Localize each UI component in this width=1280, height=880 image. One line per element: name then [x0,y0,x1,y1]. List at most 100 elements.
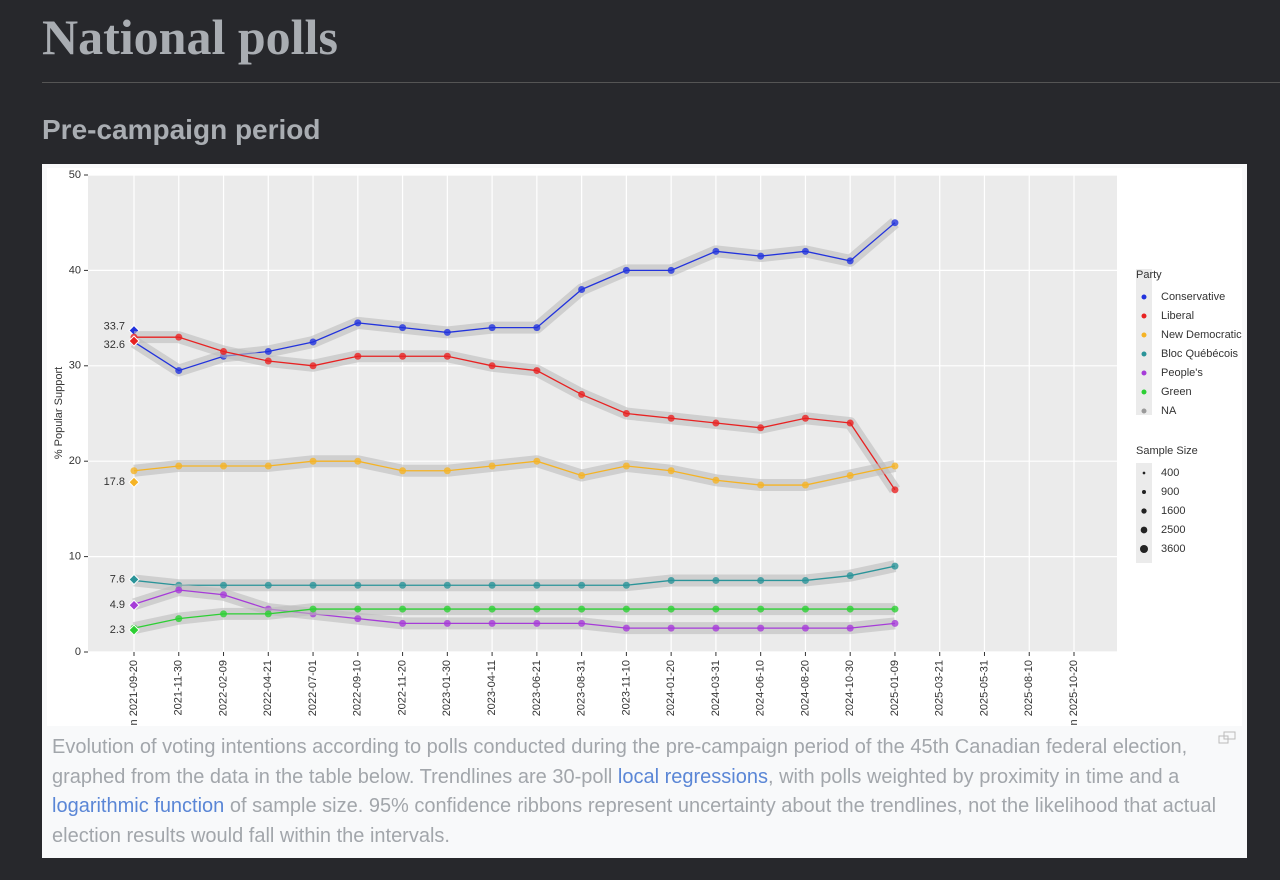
trend-point [354,352,362,360]
result-label: 4.9 [110,599,125,611]
trend-point [757,252,765,260]
trend-point [578,619,586,627]
x-tick-label: 2025-05-31 [978,660,990,716]
x-tick-label: 2024-03-31 [710,660,722,716]
link[interactable]: local regressions [617,765,768,788]
trend-point [488,605,496,613]
election-result [128,624,140,636]
trend-point [757,481,765,489]
trend-point [891,562,899,570]
caption: Evolution of voting intentions according… [52,733,1242,851]
size-key [1141,508,1147,514]
legend-label: Bloc Québécois [1161,348,1239,360]
trend-point [443,328,451,336]
size-label: 900 [1161,486,1179,498]
page-title: National polls [42,9,338,65]
x-tick-label: 2022-04-21 [262,660,274,716]
election-result [128,335,140,347]
trend-point [354,615,362,623]
trend-point [801,624,809,632]
trend-point [846,257,854,265]
legend-label: Conservative [1161,291,1225,303]
legend-key [1141,313,1147,319]
caption-text: Evolution of voting intentions according… [52,736,1188,788]
trend-point [399,324,407,332]
trend-point [712,576,720,584]
trend-point [309,362,317,370]
legend-key [1141,370,1147,376]
legend-title: Party [1136,269,1162,281]
x-tick-label: 2025-08-10 [1023,660,1035,716]
result-label: 33.7 [104,320,125,332]
trend-point [578,581,586,589]
trend-point [488,581,496,589]
trend-point [757,605,765,613]
trend-point [801,576,809,584]
size-label: 2500 [1161,524,1185,536]
trend-point [220,591,228,599]
election-result [128,476,140,488]
trend-point [757,624,765,632]
legend-label: People's [1161,367,1203,379]
y-tick-label: 40 [69,264,81,276]
trend-point [488,324,496,332]
trend-point [309,338,317,346]
y-tick-label: 0 [75,646,81,658]
legend-key [1141,294,1147,300]
trend-point [622,410,630,417]
x-tick-label: Election 2021-09-20 [128,660,140,726]
trend-point [175,367,183,375]
trend-point [891,486,899,494]
trend-point [667,605,675,613]
caption-text: , with polls weighted by proximity in ti… [768,765,1180,788]
trend-point [264,357,272,365]
section-title: Pre-campaign period [42,114,321,145]
x-tick-label: 2022-07-01 [307,660,319,716]
legend-key [1141,408,1147,414]
size-label: 1600 [1161,505,1185,517]
size-key [1142,471,1146,475]
trend-point [667,624,675,632]
legend-key [1141,332,1147,338]
trend-point [175,615,183,623]
x-tick-label: 2025-03-21 [934,660,946,716]
trend-point [443,352,451,360]
trend-point [846,624,854,632]
y-tick-label: 50 [69,169,81,181]
trend-point [712,419,720,427]
x-tick-label: 2023-01-30 [441,660,453,716]
size-key [1142,490,1146,494]
legend-label: Liberal [1161,310,1194,322]
link[interactable]: logarithmic function [52,795,225,817]
x-tick-label: 2024-06-10 [755,660,767,716]
plot-panel [88,175,1117,652]
legend-keys [1136,269,1152,415]
trend-point [846,472,854,480]
legend-key [1141,389,1147,395]
trend-point [399,352,407,360]
trend-point [309,605,317,613]
result-label: 7.6 [110,573,125,585]
trend-point [264,610,272,618]
trend-point [354,605,362,613]
trend-point [533,605,541,613]
trend-point [220,347,228,355]
enlarge-icon[interactable] [1218,731,1236,745]
x-tick-label: 2023-08-31 [576,660,588,716]
trend-point [891,462,899,470]
trend-point [622,266,630,274]
x-tick-label: 2024-01-20 [665,660,677,716]
legend-key [1141,351,1147,357]
trend-point [757,576,765,584]
result-label: 2.3 [110,624,125,636]
x-tick-label: 2022-02-09 [217,660,229,716]
trend-point [175,586,183,594]
trend-point [622,462,630,470]
trend-point [175,462,183,470]
trend-point [443,467,451,475]
trend-line [133,608,895,629]
trend-point [891,619,899,627]
x-tick-label: 2021-11-30 [173,660,185,715]
trend-line [133,565,896,586]
trend-point [443,619,451,627]
